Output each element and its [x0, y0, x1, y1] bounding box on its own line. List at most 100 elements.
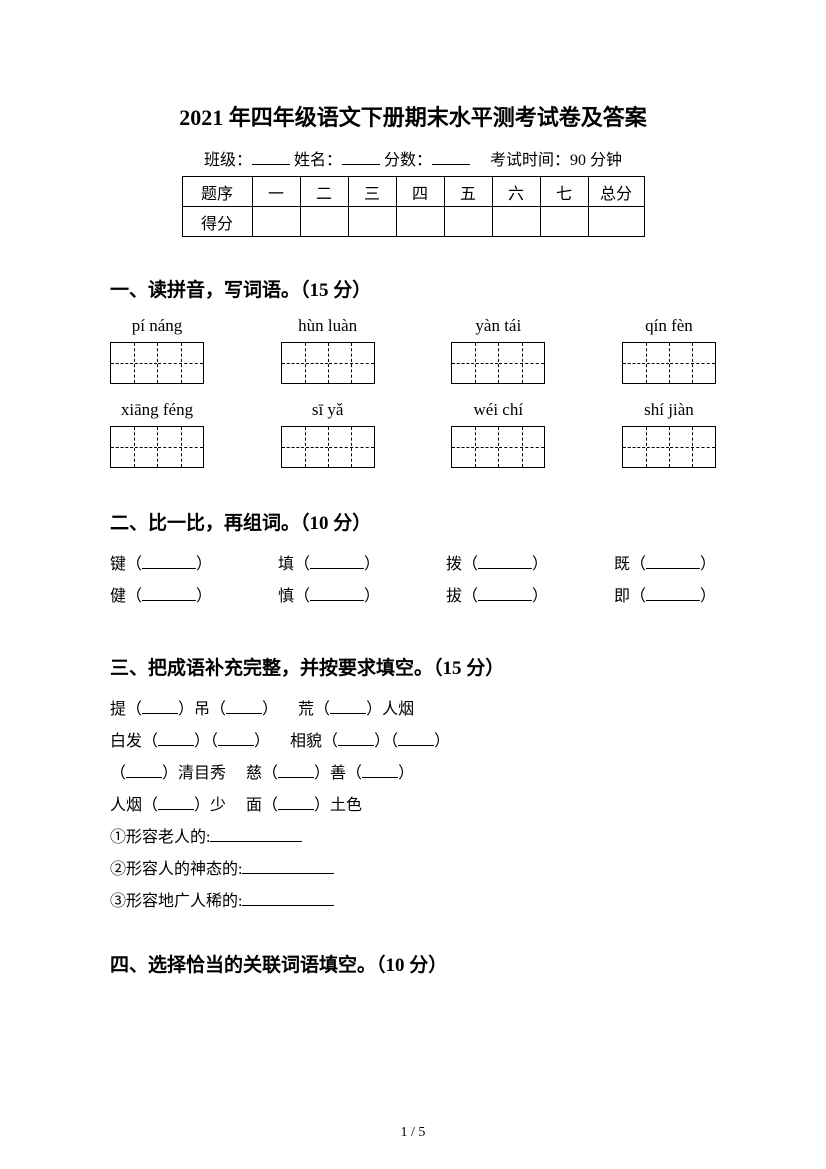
pinyin-row-1: pí náng hùn luàn yàn tái qín fèn	[110, 316, 716, 384]
q3-answer-blank[interactable]	[242, 860, 334, 874]
q3-text: ）土色	[314, 797, 362, 814]
pinyin-label: yàn tái	[475, 316, 521, 336]
pinyin-label: sī yǎ	[312, 400, 344, 420]
q3-text: 慈（	[246, 765, 278, 782]
score-table-col: 六	[492, 177, 540, 207]
q2-paren: ）	[364, 556, 380, 573]
q2-char: 既（	[614, 556, 646, 573]
q3-blank[interactable]	[398, 732, 434, 746]
score-table-total: 总分	[588, 177, 644, 207]
score-table-col: 二	[300, 177, 348, 207]
q3-text: ）善（	[314, 765, 362, 782]
q3-text: ）（	[194, 733, 218, 750]
q2-char: 健（	[110, 588, 142, 605]
q3-blank[interactable]	[218, 732, 254, 746]
pinyin-label: xiāng féng	[121, 400, 193, 420]
q3-paren: ）	[254, 733, 270, 750]
score-table-col: 三	[348, 177, 396, 207]
score-blank[interactable]	[432, 149, 470, 165]
q3-blank[interactable]	[278, 764, 314, 778]
q2-blank[interactable]	[142, 587, 196, 601]
q3-text: 提（	[110, 701, 142, 718]
tianzi-box[interactable]	[622, 342, 716, 384]
q3-heading: 三、把成语补充完整，并按要求填空。（15 分）	[110, 653, 716, 680]
q3-blank[interactable]	[142, 700, 178, 714]
q3-paren: ）	[398, 765, 414, 782]
q3-blank[interactable]	[226, 700, 262, 714]
q3-blank[interactable]	[158, 796, 194, 810]
q3-paren: ）	[262, 701, 278, 718]
tianzi-box[interactable]	[622, 426, 716, 468]
q1-heading: 一、读拼音，写词语。（15 分）	[110, 275, 716, 302]
score-cell[interactable]	[300, 207, 348, 237]
q3-text: 白发（	[110, 733, 158, 750]
q3-text: ）人烟	[366, 701, 414, 718]
name-blank[interactable]	[342, 149, 380, 165]
score-label: 分数：	[384, 152, 432, 169]
pinyin-label: qín fèn	[645, 316, 693, 336]
q3-text: 荒（	[298, 701, 330, 718]
q2-blank[interactable]	[478, 587, 532, 601]
q3-blank[interactable]	[362, 764, 398, 778]
q2-blank[interactable]	[142, 555, 196, 569]
q3-body: 提（）吊（） 荒（）人烟 白发（）（） 相貌（）（） （）清目秀 慈（）善（） …	[110, 694, 716, 918]
q3-blank[interactable]	[338, 732, 374, 746]
q2-paren: ）	[196, 588, 212, 605]
score-cell[interactable]	[348, 207, 396, 237]
q2-blank[interactable]	[646, 587, 700, 601]
pinyin-label: wéi chí	[474, 400, 524, 420]
q2-char: 拨（	[446, 556, 478, 573]
tianzi-box[interactable]	[281, 426, 375, 468]
q3-text: 相貌（	[290, 733, 338, 750]
pinyin-label: pí náng	[132, 316, 183, 336]
score-cell[interactable]	[396, 207, 444, 237]
tianzi-box[interactable]	[451, 426, 545, 468]
q3-answer-blank[interactable]	[210, 828, 302, 842]
q3-paren: ）	[434, 733, 450, 750]
q2-blank[interactable]	[478, 555, 532, 569]
q3-blank[interactable]	[126, 764, 162, 778]
q2-heading: 二、比一比，再组词。（10 分）	[110, 508, 716, 535]
q3-text: 人烟（	[110, 797, 158, 814]
q2-paren: ）	[196, 556, 212, 573]
exam-title: 2021 年四年级语文下册期末水平测考试卷及答案	[110, 100, 716, 132]
q2-paren: ）	[700, 556, 716, 573]
score-cell[interactable]	[492, 207, 540, 237]
q2-paren: ）	[700, 588, 716, 605]
tianzi-box[interactable]	[451, 342, 545, 384]
q3-text: ）吊（	[178, 701, 226, 718]
q3-answer-blank[interactable]	[242, 892, 334, 906]
tianzi-box[interactable]	[110, 426, 204, 468]
score-cell-total[interactable]	[588, 207, 644, 237]
q2-paren: ）	[364, 588, 380, 605]
score-cell[interactable]	[252, 207, 300, 237]
class-blank[interactable]	[252, 149, 290, 165]
score-table-score-label: 得分	[182, 207, 252, 237]
q3-blank[interactable]	[330, 700, 366, 714]
q2-blank[interactable]	[646, 555, 700, 569]
q2-blank[interactable]	[310, 555, 364, 569]
q2-char: 即（	[614, 588, 646, 605]
page-number: 1 / 5	[0, 1125, 826, 1141]
q3-blank[interactable]	[278, 796, 314, 810]
q3-text: 面（	[246, 797, 278, 814]
q2-char: 键（	[110, 556, 142, 573]
q2-char: 填（	[278, 556, 310, 573]
q4-heading: 四、选择恰当的关联词语填空。（10 分）	[110, 950, 716, 977]
q3-blank[interactable]	[158, 732, 194, 746]
score-cell[interactable]	[540, 207, 588, 237]
tianzi-box[interactable]	[281, 342, 375, 384]
q2-paren: ）	[532, 556, 548, 573]
tianzi-box[interactable]	[110, 342, 204, 384]
q2-paren: ）	[532, 588, 548, 605]
q2-char: 拔（	[446, 588, 478, 605]
pinyin-row-2: xiāng féng sī yǎ wéi chí shí jiàn	[110, 400, 716, 468]
q2-blank[interactable]	[310, 587, 364, 601]
score-table: 题序 一 二 三 四 五 六 七 总分 得分	[182, 176, 645, 237]
score-table-col: 五	[444, 177, 492, 207]
score-cell[interactable]	[444, 207, 492, 237]
score-table-col: 一	[252, 177, 300, 207]
q3-text: （	[110, 765, 126, 782]
score-table-col: 七	[540, 177, 588, 207]
q3-subquestion: ③形容地广人稀的:	[110, 893, 242, 910]
